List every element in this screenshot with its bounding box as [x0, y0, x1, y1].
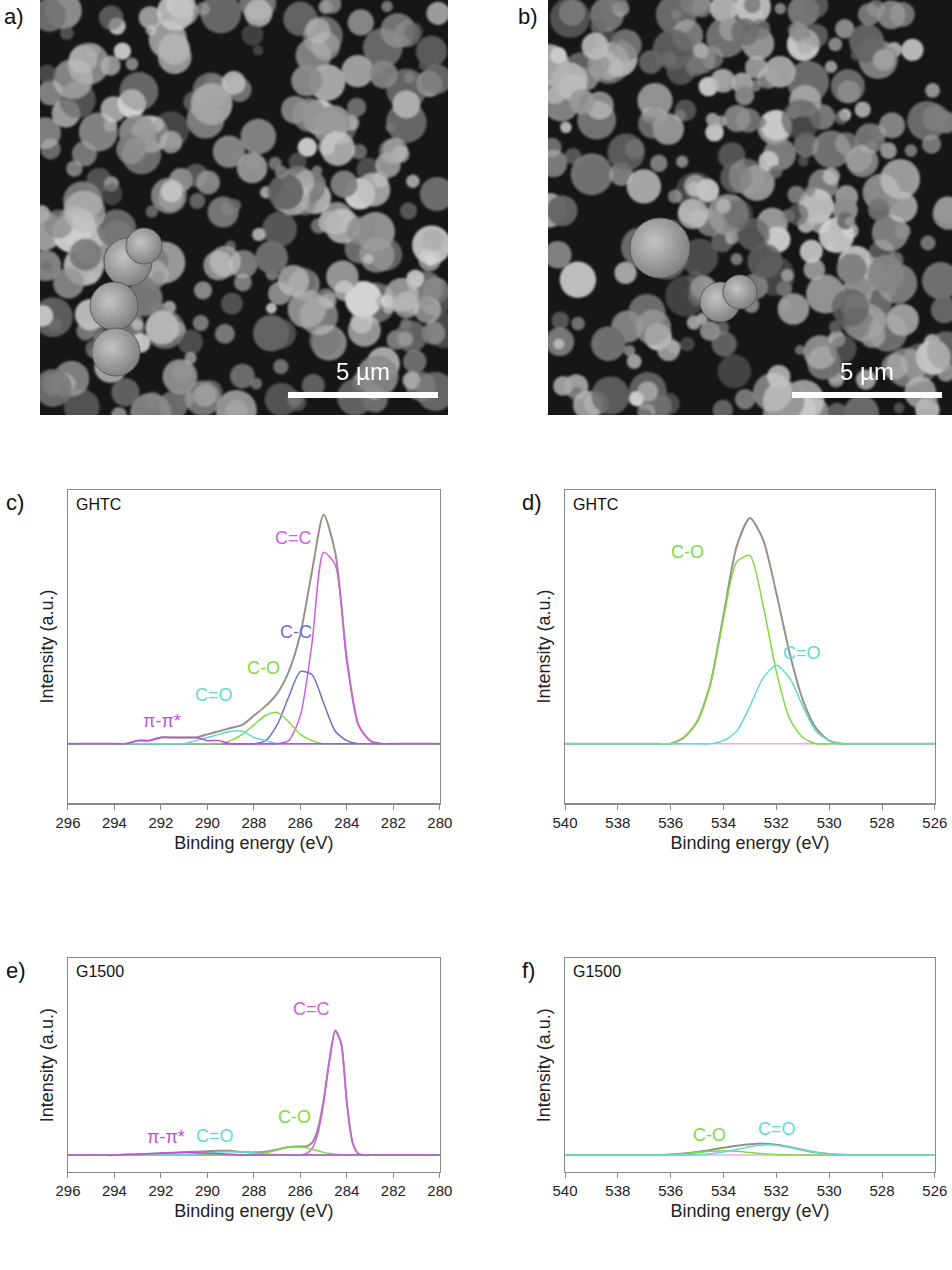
svg-text:Binding energy (eV): Binding energy (eV): [670, 1201, 829, 1221]
svg-text:284: 284: [334, 1182, 359, 1199]
svg-text:290: 290: [195, 1182, 220, 1199]
svg-text:534: 534: [711, 814, 736, 831]
svg-text:540: 540: [552, 1182, 577, 1199]
svg-text:C=O: C=O: [783, 643, 821, 663]
svg-text:C-O: C-O: [671, 542, 704, 562]
svg-text:296: 296: [55, 814, 80, 831]
svg-text:GHTC: GHTC: [76, 496, 121, 513]
svg-text:G1500: G1500: [76, 963, 124, 980]
svg-text:540: 540: [552, 814, 577, 831]
svg-text:π-π*: π-π*: [143, 711, 181, 731]
svg-text:528: 528: [870, 814, 895, 831]
svg-text:5 µm: 5 µm: [840, 358, 894, 385]
svg-text:282: 282: [381, 814, 406, 831]
svg-text:d): d): [522, 490, 542, 515]
svg-text:536: 536: [658, 814, 683, 831]
svg-text:C-O: C-O: [693, 1125, 726, 1145]
svg-text:Intensity (a.u.): Intensity (a.u.): [534, 590, 554, 704]
svg-text:GHTC: GHTC: [573, 496, 618, 513]
svg-text:286: 286: [288, 1182, 313, 1199]
svg-text:C=C: C=C: [293, 999, 330, 1019]
svg-text:286: 286: [288, 814, 313, 831]
svg-text:280: 280: [427, 1182, 452, 1199]
svg-text:c): c): [6, 490, 24, 515]
svg-text:280: 280: [427, 814, 452, 831]
svg-text:f): f): [522, 958, 535, 983]
svg-text:538: 538: [605, 814, 630, 831]
svg-text:292: 292: [148, 1182, 173, 1199]
svg-text:Intensity (a.u.): Intensity (a.u.): [37, 1008, 57, 1122]
svg-text:C=O: C=O: [195, 685, 233, 705]
svg-text:C=C: C=C: [275, 528, 312, 548]
svg-text:284: 284: [334, 814, 359, 831]
svg-text:532: 532: [764, 814, 789, 831]
svg-text:C-O: C-O: [247, 658, 280, 678]
svg-text:G1500: G1500: [573, 963, 621, 980]
svg-text:Intensity (a.u.): Intensity (a.u.): [534, 1008, 554, 1122]
svg-text:292: 292: [148, 814, 173, 831]
svg-text:538: 538: [605, 1182, 630, 1199]
html-text:b): b): [518, 4, 538, 29]
svg-text:532: 532: [764, 1182, 789, 1199]
svg-text:526: 526: [922, 1182, 947, 1199]
svg-text:294: 294: [102, 1182, 127, 1199]
svg-text:290: 290: [195, 814, 220, 831]
svg-text:526: 526: [922, 814, 947, 831]
svg-text:296: 296: [55, 1182, 80, 1199]
svg-text:π-π*: π-π*: [147, 1127, 185, 1147]
svg-text:Intensity (a.u.): Intensity (a.u.): [37, 590, 57, 704]
svg-text:288: 288: [241, 814, 266, 831]
svg-text:5 µm: 5 µm: [336, 358, 390, 385]
svg-text:Binding energy (eV): Binding energy (eV): [174, 833, 333, 853]
svg-text:536: 536: [658, 1182, 683, 1199]
svg-text:C-O: C-O: [278, 1107, 311, 1127]
html-text:a): a): [4, 4, 24, 29]
svg-text:530: 530: [817, 1182, 842, 1199]
svg-text:528: 528: [870, 1182, 895, 1199]
svg-text:C-C: C-C: [280, 622, 312, 642]
svg-text:294: 294: [102, 814, 127, 831]
svg-text:Binding energy (eV): Binding energy (eV): [174, 1201, 333, 1221]
svg-text:530: 530: [817, 814, 842, 831]
svg-text:288: 288: [241, 1182, 266, 1199]
svg-text:e): e): [6, 958, 26, 983]
svg-text:282: 282: [381, 1182, 406, 1199]
svg-text:C=O: C=O: [196, 1126, 234, 1146]
svg-text:534: 534: [711, 1182, 736, 1199]
svg-text:Binding energy (eV): Binding energy (eV): [670, 833, 829, 853]
svg-text:C=O: C=O: [758, 1119, 796, 1139]
